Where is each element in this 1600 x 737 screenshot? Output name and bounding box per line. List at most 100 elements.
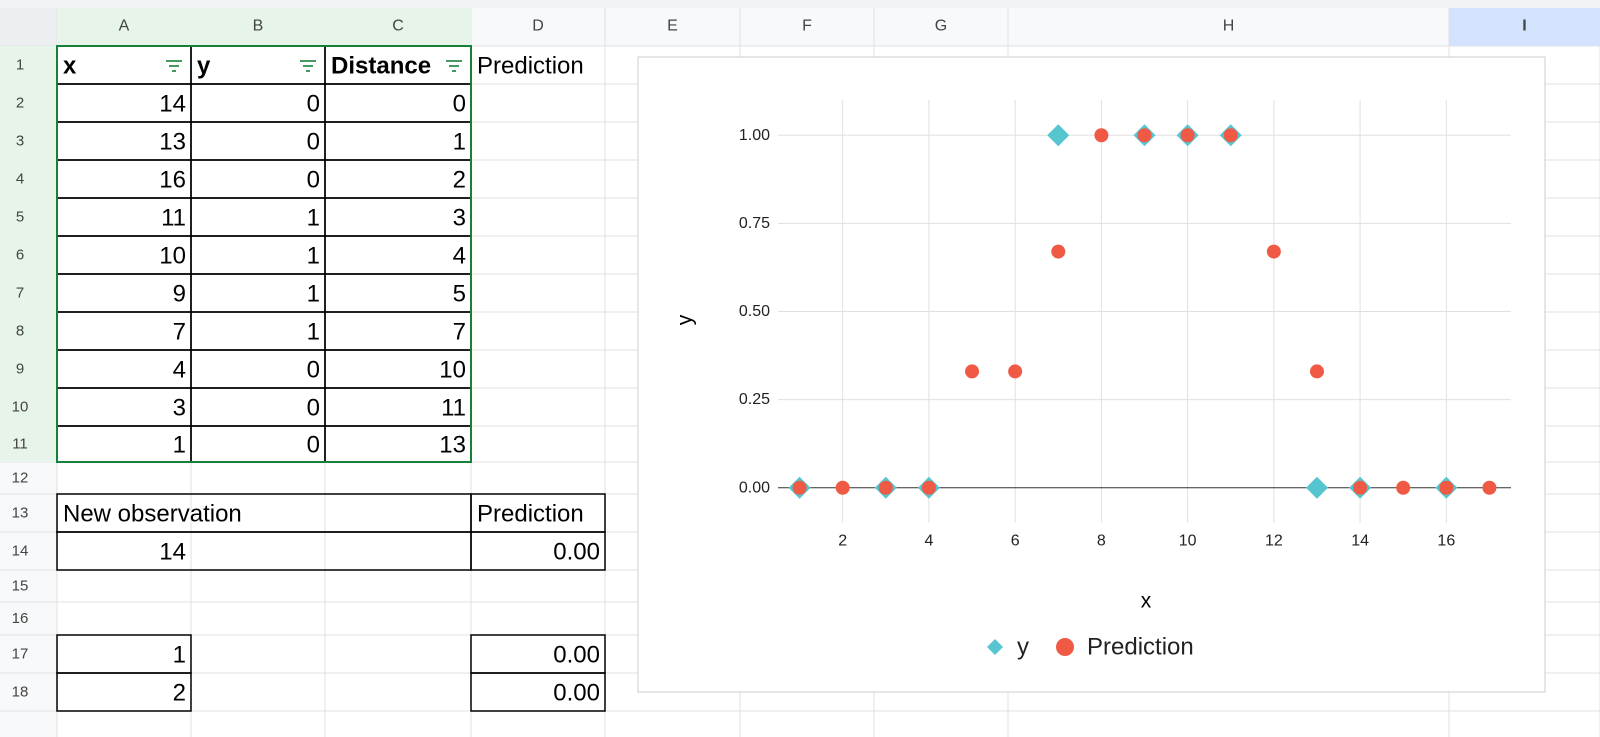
cell-border [56,273,192,313]
cell-border [470,531,606,571]
marker-circle [1439,480,1454,495]
table-cell: 14 [159,539,186,566]
cell-border [190,83,326,123]
marker-circle [921,480,936,495]
legend-label: Prediction [1087,634,1194,661]
column-header[interactable]: H [1223,18,1235,35]
cell-border [324,235,472,275]
row-header-highlight [0,274,57,312]
table-cell: 7 [173,319,186,346]
column-header-highlight [57,8,191,46]
row-header[interactable]: 18 [12,684,29,701]
table-header: y [197,53,211,80]
table-cell: 1 [453,129,466,156]
row-header-highlight [0,388,57,426]
column-header[interactable]: G [935,18,947,35]
table-cell: 0 [307,357,320,384]
row-header[interactable]: 2 [16,95,24,112]
marker-circle [1353,480,1368,495]
marker-circle [1180,128,1195,143]
cell-border [56,349,192,389]
marker-circle [1482,480,1497,495]
table-cell: 1 [307,205,320,232]
cell-border [324,273,472,313]
row-header[interactable]: 17 [12,646,29,663]
cell-border [190,425,326,463]
table-cell: 1 [173,642,186,669]
marker-circle [1309,364,1324,379]
table-cell: 1 [307,319,320,346]
row-header[interactable]: 3 [16,133,24,150]
row-header[interactable]: 10 [12,399,29,416]
y-tick-label: 0.50 [739,303,770,320]
x-tick-label: 8 [1097,533,1106,550]
row-header[interactable]: 13 [12,505,29,522]
marker-circle [1008,364,1023,379]
table-cell: 10 [159,243,186,270]
row-header-highlight [0,198,57,236]
table-cell: 3 [173,395,186,422]
cell-border [190,349,326,389]
marker-circle [1094,128,1109,143]
row-header-highlight [0,236,57,274]
row-header-highlight [0,84,57,122]
row-header[interactable]: 12 [12,470,29,487]
row-header[interactable]: 14 [12,543,29,560]
x-axis-title: x [1141,590,1152,613]
marker-diamond [1305,476,1328,499]
row-header[interactable]: 7 [16,285,24,302]
cell-border [56,387,192,427]
column-header[interactable]: D [532,18,544,35]
table-header: Distance [331,53,431,80]
cell-border [56,45,472,463]
table-cell: 0 [307,432,320,459]
corner [0,8,57,46]
column-header[interactable]: I [1522,18,1526,35]
row-header[interactable]: 11 [12,436,28,453]
cell-border [324,311,472,351]
marker-circle [878,480,893,495]
row-header-highlight [0,46,57,84]
row-header[interactable]: 5 [16,209,24,226]
row-header-highlight [0,312,57,350]
column-header[interactable]: B [253,18,264,35]
table-cell: 10 [439,357,466,384]
cell-border [324,197,472,237]
cell-border [190,273,326,313]
column-header[interactable]: E [667,18,678,35]
chart: 2 4 6 8 10 12 14 16 0.00 0.25 0.50 0.75 1.00 x y y Predi… [637,56,1546,693]
row-header[interactable]: 6 [16,247,24,264]
marker-circle [965,364,980,379]
table-cell: 13 [439,432,466,459]
column-header[interactable]: C [392,18,404,35]
cell-border [470,672,606,712]
y-tick-label: 1.00 [739,127,770,144]
table-cell: 9 [173,281,186,308]
row-header[interactable]: 1 [16,57,24,74]
table-header: New observation [63,501,242,528]
row-header-highlight [0,122,57,160]
x-tick-label: 14 [1351,533,1369,550]
y-axis-title: y [674,314,697,325]
row-header[interactable]: 9 [16,361,24,378]
column-header[interactable]: A [119,18,130,35]
marker-circle [835,480,850,495]
top-strip [0,0,1600,8]
marker-diamond [1047,124,1070,147]
row-header[interactable]: 16 [12,610,29,627]
cell-border [324,121,472,161]
table-cell: 0 [307,129,320,156]
row-header[interactable]: 8 [16,323,24,340]
column-header-highlight [325,8,471,46]
x-tick-label: 16 [1437,533,1455,550]
cell-border [56,311,192,351]
table-cell: 14 [159,91,186,118]
table-cell: 2 [173,680,186,707]
table-cell: 3 [453,205,466,232]
column-header[interactable]: F [802,18,812,35]
row-header[interactable]: 15 [12,578,29,595]
row-header[interactable]: 4 [16,171,24,188]
table-header: Prediction [477,53,584,80]
table-cell: 0.00 [553,680,600,707]
